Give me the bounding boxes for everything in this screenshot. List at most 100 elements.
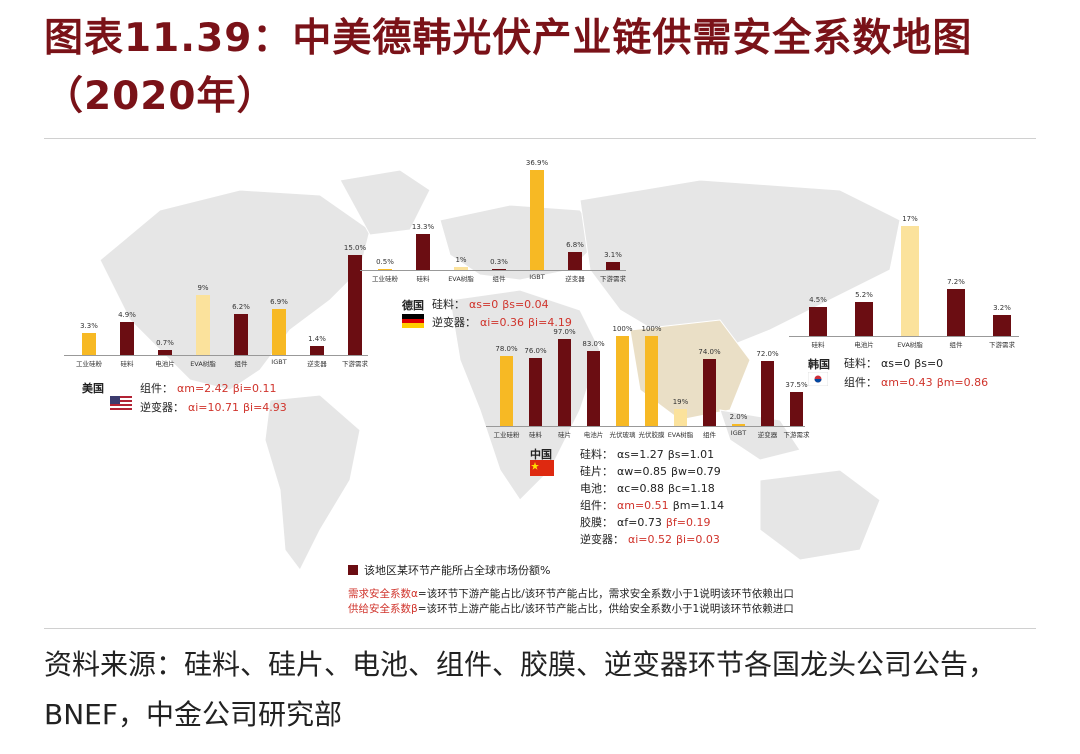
cn-value-label-10: 37.5%: [785, 381, 808, 390]
china-coef-0: 硅料： αs=1.27 βs=1.01: [580, 448, 715, 461]
de-value-label-4: 36.9%: [525, 159, 549, 167]
kr-bar-4: [993, 315, 1011, 336]
cn-bar-10: [790, 392, 803, 426]
de-category-label-3: 组件: [492, 275, 506, 283]
cn-bar-4: [616, 336, 629, 426]
kr-category-label-3: 组件: [949, 341, 963, 349]
china-coef-5: 逆变器： αi=0.52 βi=0.03: [580, 533, 720, 546]
us-value-label-0: 3.3%: [80, 322, 98, 330]
de-bar-5: [568, 251, 582, 270]
greenland-shape: [339, 169, 431, 236]
us-baseline: [64, 355, 368, 356]
asia-shape: [579, 179, 901, 351]
kr-baseline: [789, 336, 1019, 337]
legend-label: 该地区某环节产能所占全球市场份额%: [364, 564, 551, 577]
kr-bar-2: [901, 226, 919, 336]
us-category-label-1: 硅料: [120, 360, 134, 368]
cn-value-label-8: 2.0%: [729, 413, 748, 422]
us-bar-5: [272, 309, 286, 355]
us-bar-2: [158, 350, 172, 355]
china-region-shape: [629, 319, 751, 421]
korea-flag: [807, 371, 829, 387]
de-bar-6: [606, 261, 620, 270]
kr-value-label-4: 3.2%: [993, 304, 1011, 313]
source-text: 资料来源：硅料、硅片、电池、组件、胶膜、逆变器环节各国龙头公司公告，BNEF，中…: [44, 648, 997, 731]
korea-coef-0: 硅料： αs=0 βs=0: [844, 357, 944, 370]
cn-bar-6: [674, 408, 687, 426]
us-bar-7: [348, 255, 362, 355]
kr-category-label-4: 下游需求: [989, 341, 1015, 349]
cn-bar-9: [761, 361, 774, 426]
china-flag: [530, 460, 554, 476]
germany-name: 德国: [402, 299, 424, 312]
bars-layer: 3.3% 工业硅粉 4.9% 硅料 0.7% 电池片 9% EVA树脂 6.2% 组件 6.9% IG…: [40, 150, 1040, 620]
de-category-label-5: 逆变器: [565, 275, 585, 283]
cn-bar-2: [558, 338, 571, 426]
cn-bar-7: [703, 359, 716, 426]
korea-coef-1: 组件： αm=0.43 βm=0.86: [844, 376, 989, 389]
world-map-chart: 3.3% 工业硅粉 4.9% 硅料 0.7% 电池片 9% EVA树脂 6.2% 组件 6.9% IG…: [40, 150, 1040, 620]
cn-category-label-3: 电池片: [583, 431, 604, 439]
germany-flag: [402, 313, 424, 328]
cn-category-label-10: 下游需求: [783, 431, 810, 439]
de-value-label-2: 1%: [455, 256, 467, 265]
kr-bar-0: [809, 306, 827, 336]
us-flag: [110, 396, 132, 411]
de-bar-2: [454, 267, 468, 270]
de-category-label-4: IGBT: [529, 273, 545, 281]
cn-category-label-8: IGBT: [730, 429, 747, 437]
de-value-label-5: 6.8%: [566, 240, 584, 249]
kr-category-label-1: 电池片: [854, 341, 874, 349]
cn-category-label-7: 组件: [703, 431, 716, 439]
us-value-label-6: 1.4%: [308, 334, 326, 343]
us-bar-6: [310, 345, 324, 355]
de-value-label-0: 0.5%: [376, 257, 394, 266]
china-name: 中国: [530, 448, 552, 461]
china-coef-3: 组件： αm=0.51 βm=1.14: [580, 499, 725, 512]
source-divider: [44, 628, 1036, 629]
us-value-label-5: 6.9%: [270, 298, 288, 306]
cn-value-label-2: 97.0%: [553, 327, 576, 336]
germany-coef-0: 硅料： αs=0 βs=0.04: [432, 298, 549, 311]
supply-note: 供给安全系数β=该环节上游产能占比/该环节产能占比，供给安全系数小于1说明该环节…: [348, 603, 794, 615]
kr-value-label-0: 4.5%: [809, 295, 827, 304]
china-coef-2: 电池： αc=0.88 βc=1.18: [580, 482, 715, 495]
us-bar-3: [196, 295, 210, 355]
cn-value-label-5: 100%: [641, 325, 662, 333]
kr-value-label-2: 17%: [902, 215, 918, 223]
cn-category-label-5: 光伏胶膜: [638, 431, 665, 439]
cn-bar-3: [587, 351, 600, 426]
us-value-label-1: 4.9%: [118, 311, 136, 320]
us-category-label-4: 组件: [234, 360, 248, 368]
us-category-label-2: 电池片: [155, 360, 175, 368]
de-bar-0: [378, 268, 392, 270]
cn-category-label-6: EVA树脂: [667, 431, 694, 439]
de-category-label-0: 工业硅粉: [372, 275, 398, 283]
cn-category-label-0: 工业硅粉: [493, 431, 520, 439]
germany-coef-1: 逆变器： αi=0.36 βi=4.19: [432, 316, 572, 329]
australia-shape: [759, 469, 881, 561]
de-value-label-1: 13.3%: [411, 222, 435, 231]
us-bar-0: [82, 333, 96, 355]
demand-note: 需求安全系数α=该环节下游产能占比/该环节产能占比，需求安全系数小于1说明该环节…: [348, 588, 794, 600]
cn-value-label-7: 74.0%: [698, 348, 721, 357]
us-value-label-7: 15.0%: [343, 244, 367, 252]
cn-category-label-1: 硅料: [529, 431, 542, 439]
cn-value-label-3: 83.0%: [582, 340, 605, 349]
legend-swatch: [348, 565, 358, 575]
de-value-label-6: 3.1%: [604, 250, 622, 259]
de-category-label-6: 下游需求: [600, 275, 626, 283]
kr-category-label-2: EVA树脂: [897, 341, 923, 349]
title-divider: [44, 138, 1036, 139]
us-coef-1: 逆变器： αi=10.71 βi=4.93: [140, 401, 287, 414]
us-category-label-0: 工业硅粉: [76, 360, 102, 368]
page-title: 图表11.39：中美德韩光伏产业链供需安全系数地图（2020年）: [44, 16, 973, 119]
us-value-label-4: 6.2%: [232, 302, 250, 311]
world-map: [99, 169, 901, 571]
us-bar-4: [234, 313, 248, 355]
kr-value-label-1: 5.2%: [855, 291, 873, 300]
kr-bar-3: [947, 289, 965, 336]
us-category-label-7: 下游需求: [342, 360, 368, 368]
us-category-label-3: EVA树脂: [190, 360, 216, 368]
de-baseline: [360, 270, 626, 271]
